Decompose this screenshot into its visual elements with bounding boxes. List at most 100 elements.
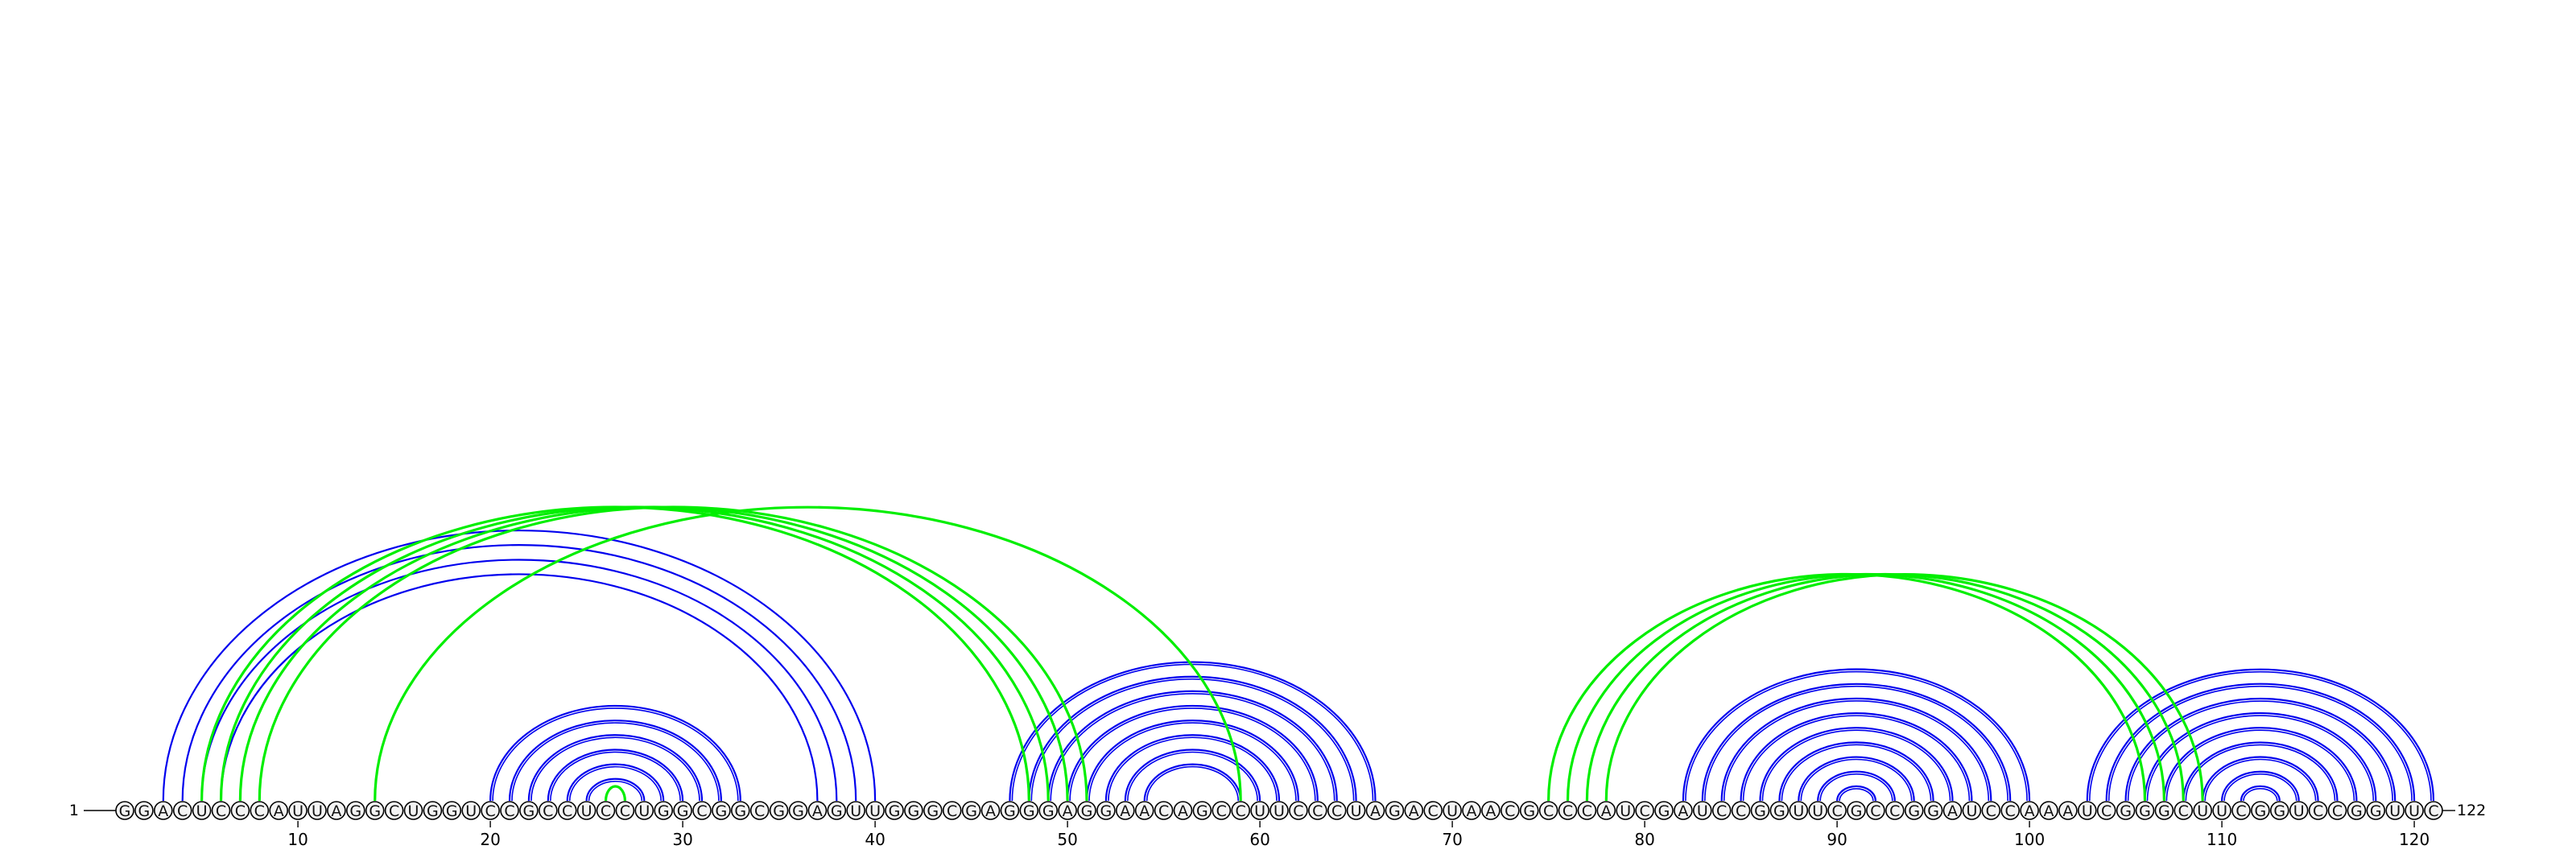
- nucleotide-86-letter: G: [1754, 802, 1766, 820]
- nucleotide-115-letter: C: [2313, 802, 2323, 820]
- sequence-backbone: 1 122G G A C U C C C A U U A G G C U G G U C C G C C U C C U G G C G G C G G…: [69, 802, 2486, 820]
- nucleotide-94-letter: G: [1908, 802, 1920, 820]
- blue-arc-inner-24-29: [570, 767, 662, 801]
- nucleotide-18-letter: G: [446, 802, 458, 820]
- nucleotide-48-letter: G: [1023, 802, 1035, 820]
- nucleotide-1-letter: G: [119, 802, 131, 820]
- nucleotide-3-letter: A: [158, 802, 168, 820]
- blue-arc-107-117: [2164, 728, 2356, 801]
- blue-arc-3-40: [163, 530, 875, 801]
- nucleotide-56-letter: A: [1178, 802, 1188, 820]
- nucleotide-19-letter: U: [465, 802, 477, 820]
- nucleotide-11-letter: U: [312, 802, 323, 820]
- nucleotide-81-letter: G: [1658, 802, 1670, 820]
- blue-arc-inner-109-115: [2205, 760, 2315, 801]
- blue-arc-21-32: [510, 720, 721, 801]
- nucleotide-109-letter: U: [2197, 802, 2208, 820]
- nucleotide-22-letter: G: [523, 802, 535, 820]
- nucleotide-80-letter: C: [1639, 802, 1649, 820]
- blue-arc-82-100: [1683, 670, 2029, 801]
- nucleotide-21-letter: C: [504, 802, 514, 820]
- nucleotide-2-letter: G: [138, 802, 151, 820]
- nucleotide-57-letter: G: [1196, 802, 1208, 820]
- nucleotide-64-letter: C: [1331, 802, 1342, 820]
- nucleotide-72-letter: A: [1485, 802, 1496, 820]
- tick-label-40: 40: [865, 830, 885, 849]
- green-arc-75-106: [1549, 574, 2145, 801]
- nucleotide-55-letter: C: [1158, 802, 1169, 820]
- nucleotide-44-letter: C: [947, 802, 957, 820]
- nucleotide-91-letter: G: [1851, 802, 1863, 820]
- nucleotide-20-letter: C: [485, 802, 495, 820]
- blue-arc-inner-103-121: [2090, 672, 2431, 801]
- nucleotide-100-letter: A: [2025, 802, 2035, 820]
- nucleotide-119-letter: U: [2389, 802, 2401, 820]
- blue-arc-103-121: [2087, 670, 2434, 801]
- blue-arc-inner-90-92: [1839, 789, 1873, 801]
- nucleotide-102-letter: A: [2062, 802, 2073, 820]
- nucleotide-67-letter: G: [1389, 802, 1401, 820]
- nucleotide-7-letter: C: [235, 802, 246, 820]
- nucleotide-33-letter: G: [734, 802, 746, 820]
- nucleotide-68-letter: A: [1409, 802, 1419, 820]
- tick-label-120: 120: [2399, 830, 2429, 849]
- tick-label-90: 90: [1827, 830, 1847, 849]
- nucleotide-110-letter: U: [2216, 802, 2227, 820]
- nucleotide-65-letter: U: [1351, 802, 1362, 820]
- nucleotide-12-letter: A: [331, 802, 341, 820]
- nucleotide-89-letter: U: [1812, 802, 1823, 820]
- nucleotide-62-letter: C: [1293, 802, 1303, 820]
- green-arc-76-107: [1568, 574, 2165, 801]
- blue-arc-inner-54-59: [1147, 767, 1239, 801]
- nucleotide-101-letter: A: [2044, 802, 2054, 820]
- nucleotide-93-letter: C: [1889, 802, 1900, 820]
- nucleotide-10-letter: U: [292, 802, 303, 820]
- nucleotide-120-letter: U: [2409, 802, 2420, 820]
- tick-label-50: 50: [1057, 830, 1077, 849]
- blue-arc-86-96: [1761, 728, 1953, 801]
- nucleotide-28-letter: U: [638, 802, 650, 820]
- nucleotide-9-letter: A: [274, 802, 284, 820]
- blue-arc-inner-107-117: [2166, 730, 2354, 801]
- nucleotide-6-letter: C: [216, 802, 226, 820]
- nucleotide-37-letter: A: [812, 802, 823, 820]
- blue-arc-inner-88-94: [1801, 760, 1911, 801]
- nucleotide-98-letter: C: [1986, 802, 1996, 820]
- nucleotide-83-letter: U: [1697, 802, 1708, 820]
- blue-arc-25-28: [587, 779, 645, 801]
- nucleotide-54-letter: A: [1139, 802, 1150, 820]
- blue-arc-inner-52-61: [1108, 737, 1277, 801]
- nucleotide-95-letter: G: [1927, 802, 1939, 820]
- nucleotide-29-letter: G: [658, 802, 670, 820]
- nucleotide-52-letter: G: [1100, 802, 1113, 820]
- nucleotide-90-letter: C: [1831, 802, 1842, 820]
- nucleotide-104-letter: C: [2101, 802, 2112, 820]
- blue-arc-47-66: [1009, 662, 1375, 801]
- nucleotide-71-letter: A: [1467, 802, 1477, 820]
- nucleotide-39-letter: U: [850, 802, 861, 820]
- nucleotide-82-letter: A: [1678, 802, 1688, 820]
- nucleotide-47-letter: G: [1004, 802, 1016, 820]
- nucleotide-79-letter: U: [1620, 802, 1631, 820]
- nucleotide-97-letter: U: [1966, 802, 1977, 820]
- blue-arc-22-31: [529, 735, 702, 801]
- end-position-label: 122: [2457, 802, 2486, 819]
- nucleotide-46-letter: A: [985, 802, 996, 820]
- nucleotide-8-letter: C: [254, 802, 265, 820]
- nucleotide-105-letter: G: [2120, 802, 2132, 820]
- nucleotide-70-letter: U: [1447, 802, 1458, 820]
- nucleotide-114-letter: U: [2293, 802, 2305, 820]
- nucleotide-14-letter: G: [369, 802, 381, 820]
- nucleotide-27-letter: C: [620, 802, 630, 820]
- green-arc-26-27: [606, 786, 625, 801]
- nucleotide-51-letter: G: [1081, 802, 1093, 820]
- blue-arc-inner-86-96: [1763, 730, 1951, 801]
- blue-arc-inner-87-95: [1781, 745, 1930, 801]
- start-position-label: 1: [69, 802, 79, 819]
- nucleotide-50-letter: A: [1063, 802, 1073, 820]
- blue-arc-inner-22-31: [531, 737, 700, 801]
- tick-label-30: 30: [672, 830, 692, 849]
- nucleotide-32-letter: G: [716, 802, 728, 820]
- green-arc-6-49: [221, 507, 1049, 801]
- tick-label-20: 20: [480, 830, 500, 849]
